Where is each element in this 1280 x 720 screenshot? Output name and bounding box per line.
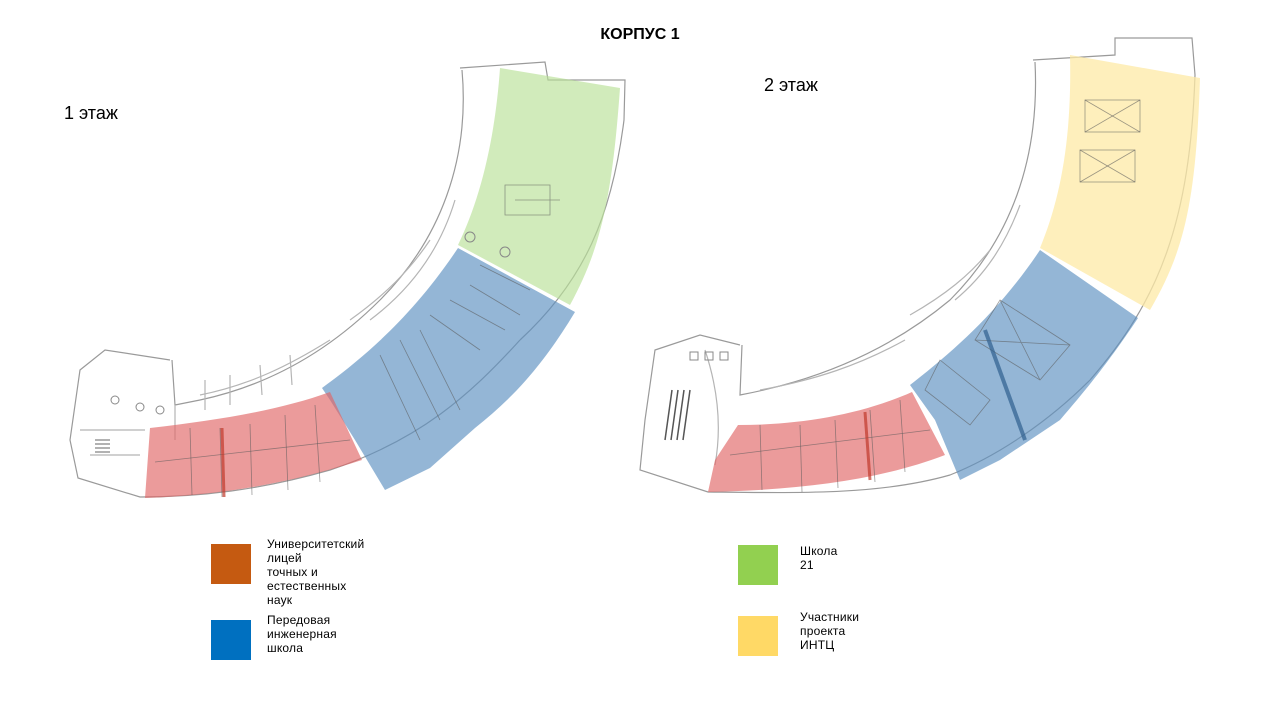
legend-label-intc: Участники проекта ИНТЦ (800, 610, 860, 652)
building-title: КОРПУС 1 (600, 26, 680, 43)
floor-1-zone-engineering-school (322, 248, 575, 490)
legend-swatch-lyceum (211, 544, 251, 584)
floor-2-zone-intc (1040, 55, 1200, 310)
floor-2-zone-engineering-school (910, 250, 1138, 480)
floor-2-plan (639, 37, 1200, 494)
floor-1-plan (69, 61, 626, 498)
legend-label-engineering-school: Передовая инженерная школа (267, 613, 337, 655)
floor-2-label: 2 этаж (764, 75, 818, 95)
legend-label-school-21: Школа 21 (800, 544, 838, 572)
legend-swatch-engineering-school (211, 620, 251, 660)
legend-swatch-intc (738, 616, 778, 656)
legend-swatch-school-21 (738, 545, 778, 585)
floor-2-zone-lyceum (708, 392, 945, 492)
floor-1-zone-lyceum (145, 392, 362, 498)
floor-1-zone-school-21 (458, 68, 620, 305)
legend-label-lyceum: Университетский лицей точных и естествен… (267, 537, 365, 607)
floor-1-label: 1 этаж (64, 103, 118, 123)
floor-2-inner-wall (739, 61, 1037, 396)
floor-1-inner-wall (171, 69, 464, 406)
